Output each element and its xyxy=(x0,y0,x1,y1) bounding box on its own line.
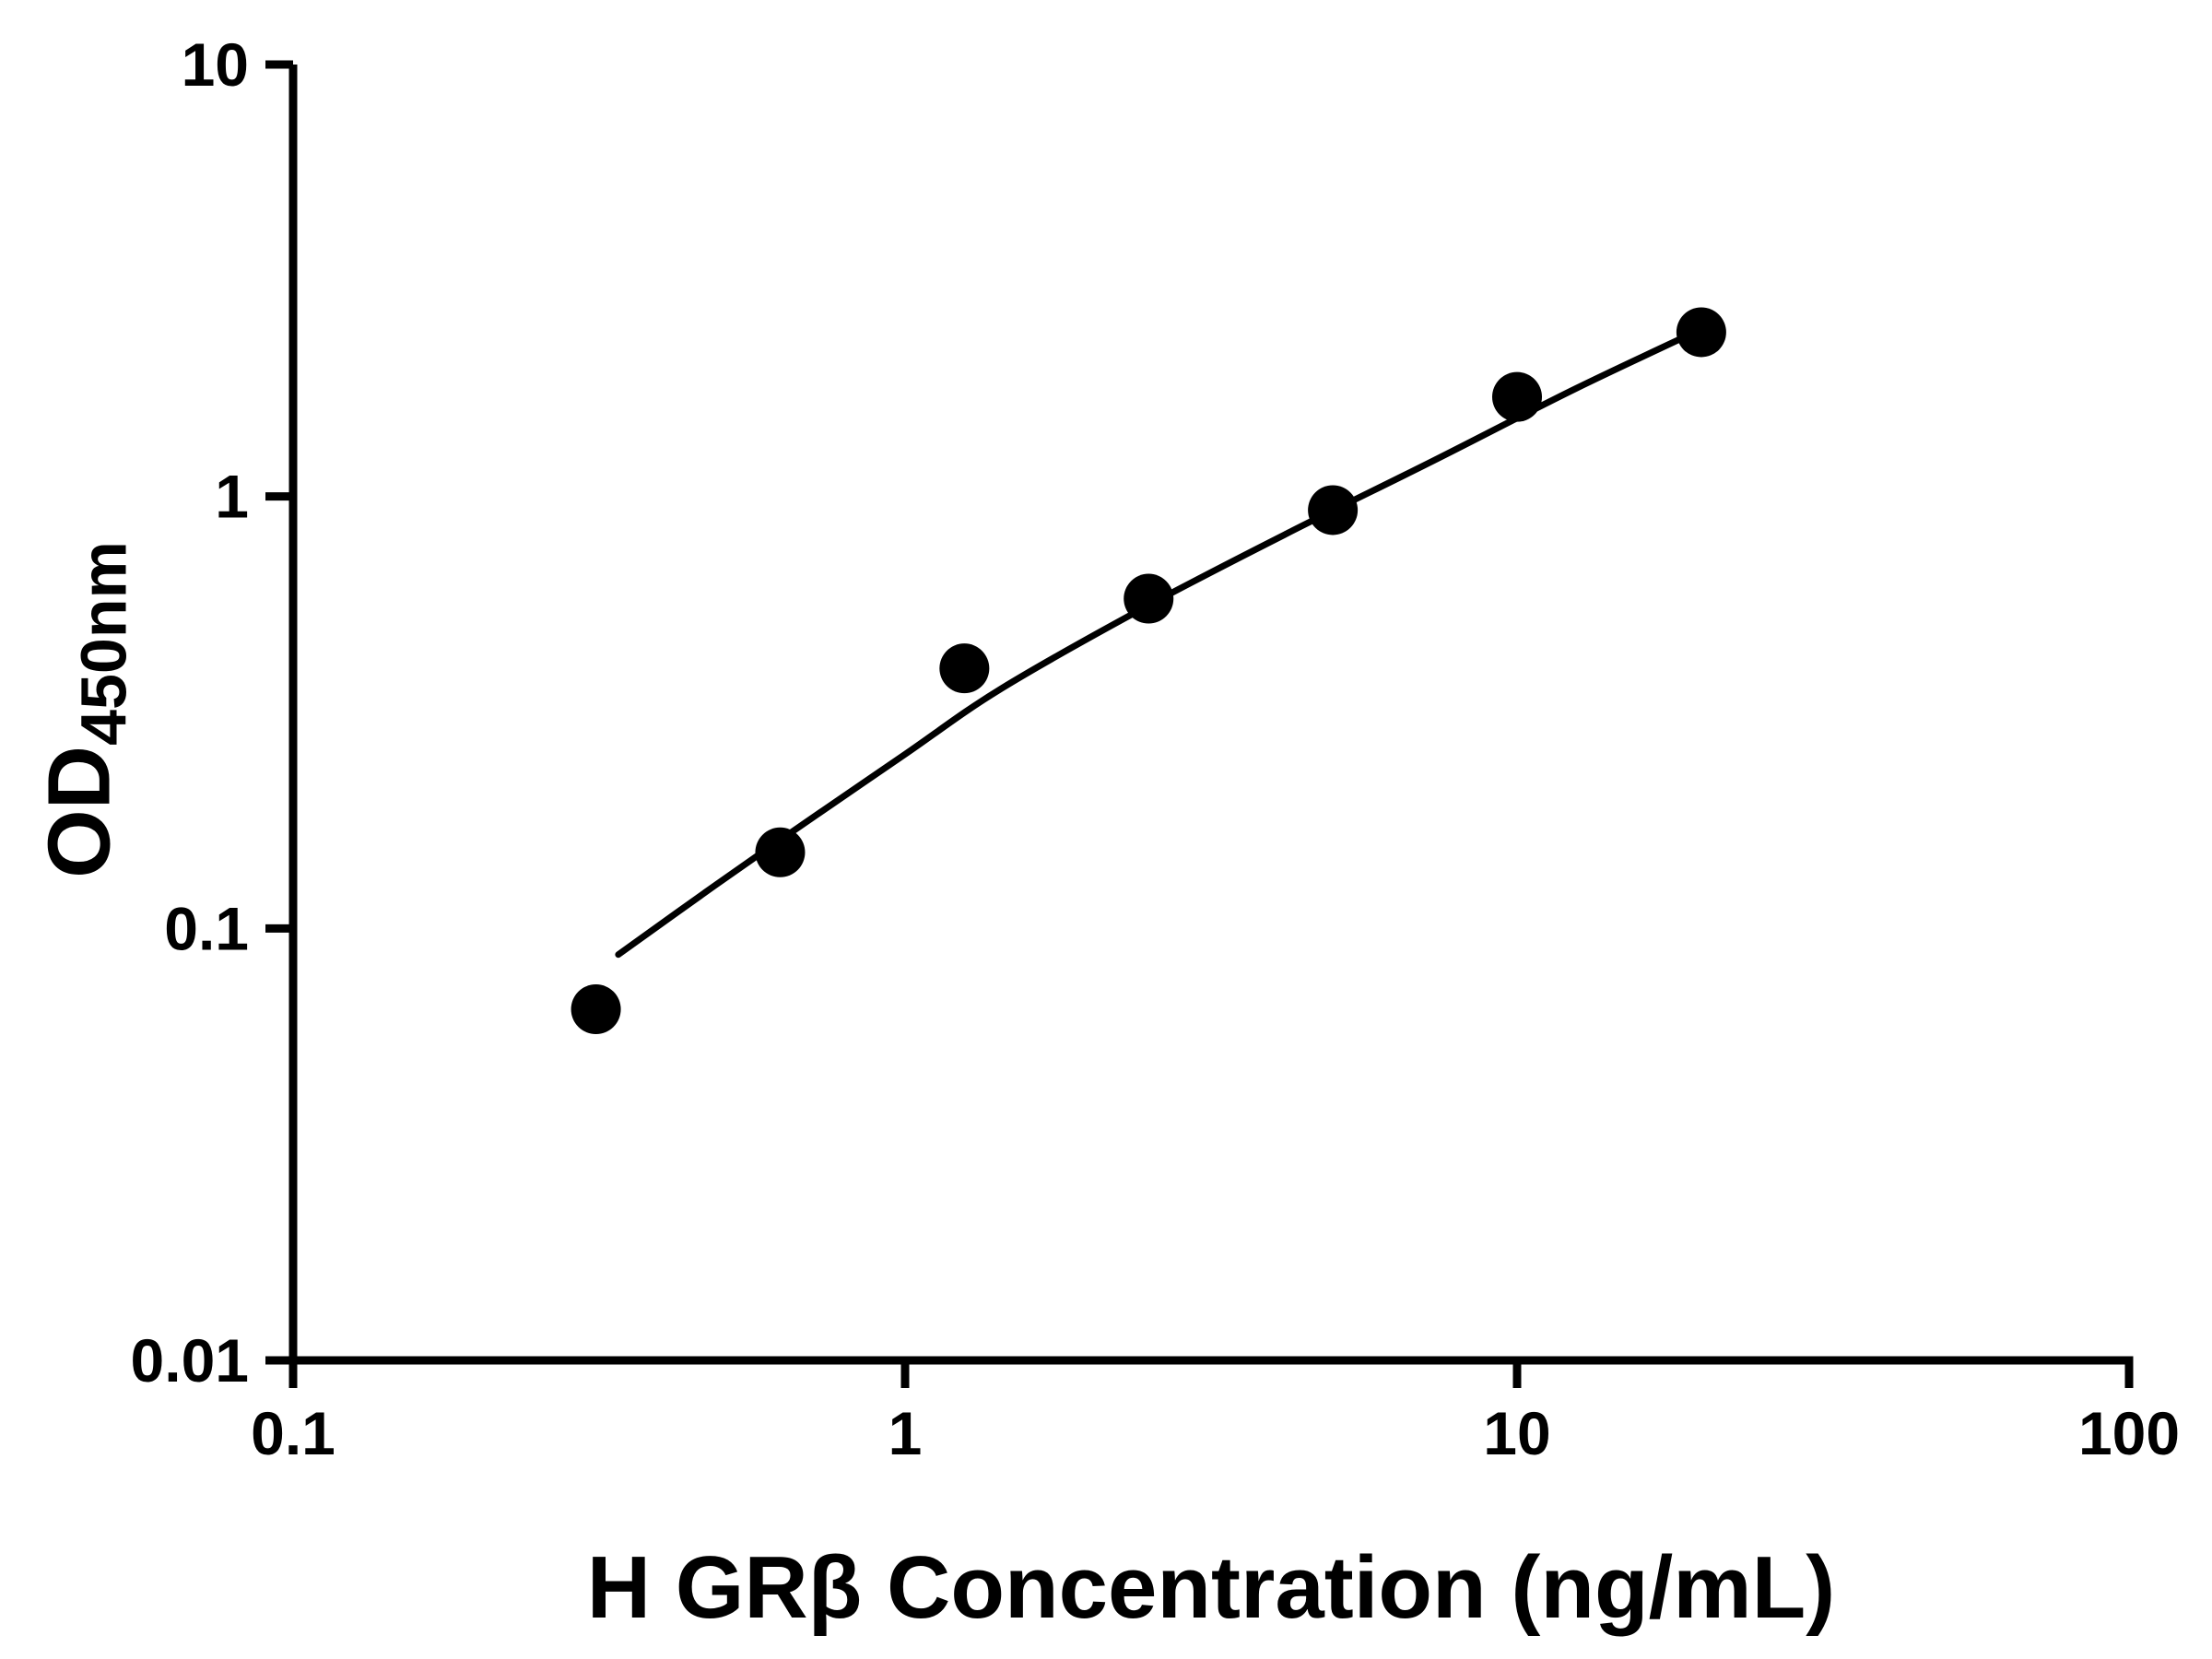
data-point xyxy=(755,827,806,877)
y-axis-title-main: OD xyxy=(29,745,129,878)
x-tick-label: 0.1 xyxy=(251,1399,335,1467)
x-tick-label: 1 xyxy=(888,1399,923,1467)
x-tick-label: 100 xyxy=(2078,1399,2180,1467)
x-axis-title: H GRβ Concentration (ng/mL) xyxy=(586,1538,1836,1637)
data-point xyxy=(1124,573,1174,624)
y-tick-label: 0.01 xyxy=(131,1326,249,1394)
data-point xyxy=(1492,371,1542,422)
data-point xyxy=(1308,485,1359,535)
data-point xyxy=(939,643,990,694)
y-axis-title-subscript: 450nm xyxy=(67,541,140,746)
y-tick-label: 0.1 xyxy=(164,894,249,962)
data-point xyxy=(571,984,621,1035)
y-tick-label: 10 xyxy=(182,30,249,99)
data-point xyxy=(1676,307,1726,358)
y-tick-label: 1 xyxy=(215,463,249,531)
x-tick-label: 10 xyxy=(1483,1399,1550,1467)
y-axis-title: OD450nm xyxy=(29,541,141,878)
